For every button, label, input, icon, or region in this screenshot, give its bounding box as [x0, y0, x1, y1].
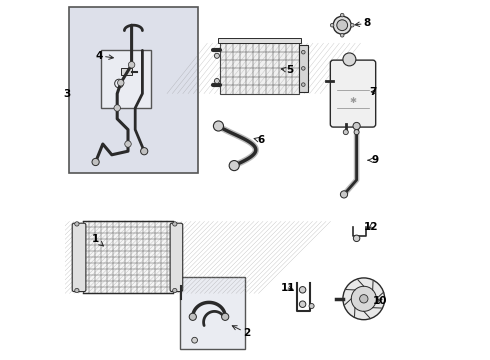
Circle shape	[301, 83, 305, 86]
Circle shape	[299, 287, 306, 293]
Bar	[69, 7, 198, 173]
Text: 5: 5	[281, 65, 294, 75]
Circle shape	[172, 288, 177, 293]
Text: 9: 9	[368, 155, 378, 165]
Circle shape	[215, 78, 220, 84]
Circle shape	[299, 301, 306, 307]
Text: 2: 2	[232, 326, 250, 338]
Circle shape	[125, 141, 131, 147]
Circle shape	[114, 105, 121, 111]
Bar	[180, 277, 245, 349]
Circle shape	[351, 286, 376, 311]
Text: 1: 1	[92, 234, 103, 246]
Circle shape	[128, 62, 135, 68]
Circle shape	[353, 235, 360, 242]
Circle shape	[309, 303, 314, 309]
Circle shape	[92, 158, 99, 166]
Bar	[121, 68, 132, 75]
Circle shape	[301, 50, 305, 54]
FancyBboxPatch shape	[72, 223, 86, 292]
Text: ✱: ✱	[349, 96, 357, 105]
Text: 10: 10	[373, 296, 387, 306]
Text: 7: 7	[369, 87, 376, 97]
Circle shape	[118, 80, 124, 86]
Circle shape	[343, 53, 356, 66]
Circle shape	[354, 130, 359, 135]
Circle shape	[192, 337, 197, 343]
Bar	[101, 50, 151, 108]
Circle shape	[214, 121, 223, 131]
Circle shape	[350, 23, 354, 27]
Circle shape	[74, 222, 79, 226]
Circle shape	[343, 130, 348, 135]
Circle shape	[330, 23, 334, 27]
Text: 3: 3	[63, 89, 71, 99]
Bar	[218, 38, 301, 43]
FancyBboxPatch shape	[170, 223, 183, 292]
Text: 12: 12	[364, 222, 378, 232]
Circle shape	[189, 313, 196, 320]
Circle shape	[301, 67, 305, 70]
Circle shape	[229, 161, 239, 171]
Bar	[83, 221, 173, 293]
Text: 11: 11	[281, 283, 295, 293]
Circle shape	[337, 20, 347, 31]
Text: 6: 6	[254, 135, 265, 145]
Circle shape	[341, 191, 347, 198]
Circle shape	[353, 122, 360, 130]
Circle shape	[141, 148, 148, 155]
Circle shape	[215, 53, 220, 58]
FancyBboxPatch shape	[330, 60, 376, 127]
Circle shape	[341, 33, 344, 37]
Bar	[299, 45, 308, 92]
Circle shape	[74, 288, 79, 293]
Text: 8: 8	[355, 18, 371, 28]
Circle shape	[341, 13, 344, 17]
Circle shape	[360, 294, 368, 303]
Circle shape	[333, 16, 351, 34]
Circle shape	[172, 222, 177, 226]
Text: 4: 4	[96, 51, 113, 61]
Circle shape	[343, 278, 385, 320]
Bar	[220, 43, 299, 94]
Circle shape	[221, 313, 229, 320]
